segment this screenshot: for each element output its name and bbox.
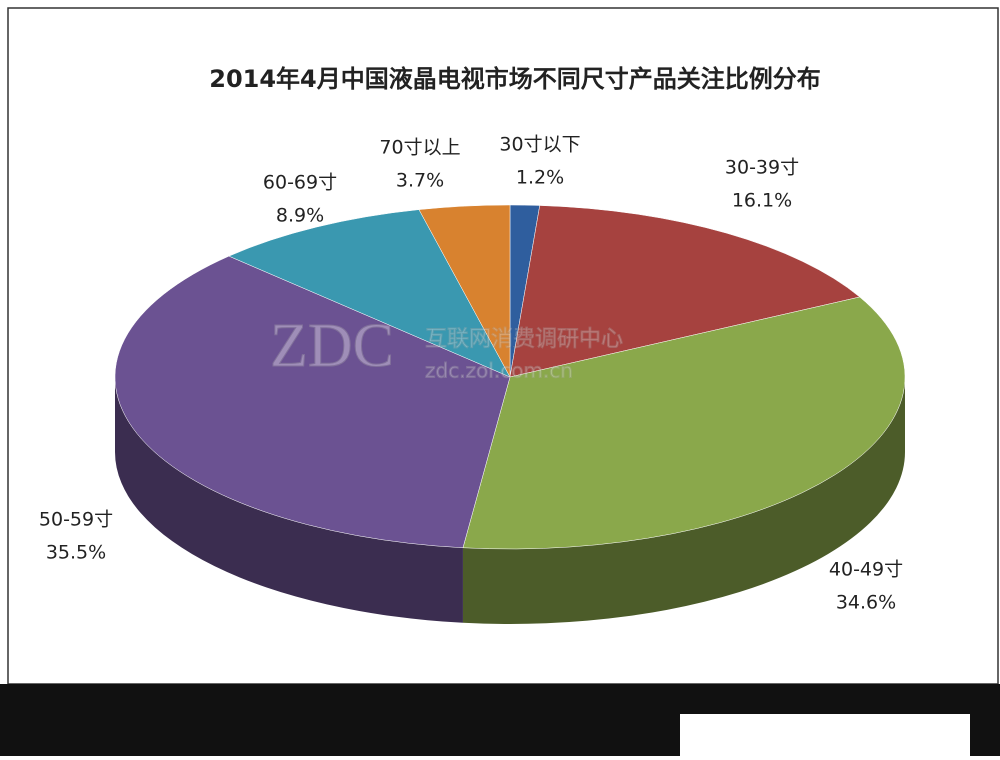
watermark: ZDC 互联网消费调研中心 zdc.zol.com.cn bbox=[270, 312, 624, 383]
slice-label: 70寸以上 bbox=[379, 137, 460, 159]
value-label: 8.9% bbox=[276, 205, 324, 227]
value-label: 1.2% bbox=[516, 167, 564, 189]
slice-label: 50-59寸 bbox=[39, 509, 113, 531]
slice bbox=[114, 255, 511, 549]
pie bbox=[114, 204, 906, 624]
value-label: 3.7% bbox=[396, 170, 444, 192]
slice-label: 60-69寸 bbox=[263, 172, 337, 194]
slice bbox=[509, 205, 861, 378]
labels: 30寸以下 1.2% 30-39寸 16.1% 40-49寸 34.6% 50-59寸 35.… bbox=[39, 134, 903, 614]
slice bbox=[418, 204, 511, 378]
slice-label: 30-39寸 bbox=[725, 157, 799, 179]
watermark-url: zdc.zol.com.cn bbox=[425, 359, 573, 383]
watermark-logo: ZDC bbox=[270, 312, 394, 380]
slice-side bbox=[462, 377, 905, 624]
slice-label: 40-49寸 bbox=[829, 559, 903, 581]
value-label: 35.5% bbox=[46, 542, 106, 564]
chart-title: 2014年4月中国液晶电视市场不同尺寸产品关注比例分布 bbox=[209, 65, 821, 93]
value-label: 34.6% bbox=[836, 592, 896, 614]
slice bbox=[462, 296, 906, 550]
bottom-band-gap bbox=[680, 714, 970, 756]
value-label: 16.1% bbox=[732, 190, 792, 212]
slice bbox=[228, 209, 511, 378]
slice-label: 30寸以下 bbox=[499, 134, 580, 156]
slice-side bbox=[115, 377, 463, 623]
watermark-name: 互联网消费调研中心 bbox=[425, 327, 623, 352]
